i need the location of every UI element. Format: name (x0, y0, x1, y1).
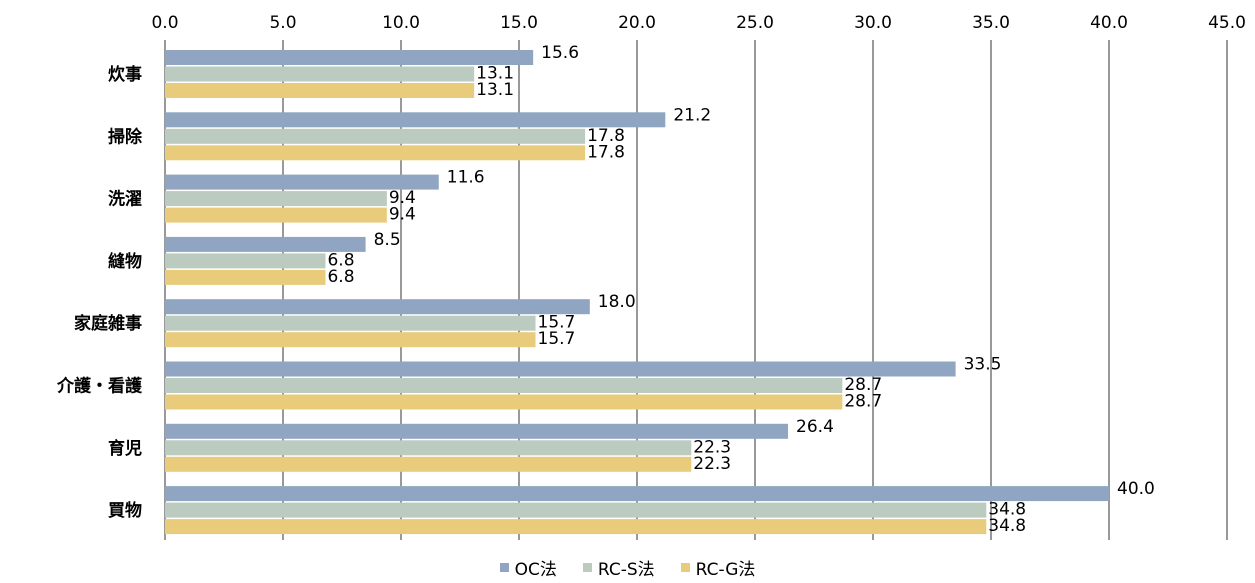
bar (165, 456, 692, 472)
category-label: 家庭雑事 (74, 313, 142, 334)
bar (165, 361, 956, 377)
data-label: 40.0 (1117, 479, 1155, 499)
bar (165, 423, 789, 439)
legend-swatch (499, 562, 509, 572)
data-label: 15.6 (541, 43, 579, 63)
bar (165, 207, 387, 223)
bar (165, 378, 843, 393)
legend-swatch (680, 562, 690, 572)
x-tick-label: 20.0 (618, 13, 656, 33)
legend-swatch (582, 562, 592, 572)
bar (165, 440, 692, 456)
data-label: 26.4 (796, 417, 834, 437)
data-label: 13.1 (476, 64, 514, 84)
data-label: 8.5 (374, 230, 401, 250)
bar (165, 236, 366, 252)
data-label: 11.6 (447, 168, 485, 188)
legend: OC法 RC-S法 RC-G法 (0, 555, 1255, 580)
bar (165, 486, 1109, 502)
bar (165, 174, 439, 190)
data-label: 28.7 (844, 392, 882, 412)
category-label: 掃除 (108, 126, 143, 147)
bar (165, 519, 987, 535)
bar (165, 253, 326, 269)
legend-item: OC法 (499, 555, 557, 580)
bar (165, 332, 536, 348)
bar (165, 269, 326, 285)
x-tick-label: 30.0 (854, 13, 892, 33)
category-label: 洗濯 (108, 189, 142, 210)
legend-item: RC-S法 (582, 555, 655, 580)
bar (165, 191, 387, 207)
data-label: 17.8 (587, 126, 625, 146)
data-label: 13.1 (476, 80, 514, 100)
data-label: 6.8 (327, 250, 354, 270)
x-tick-label: 25.0 (736, 13, 774, 33)
data-label: 15.7 (538, 329, 576, 349)
category-label: 炊事 (108, 64, 142, 85)
x-tick-label: 40.0 (1090, 13, 1128, 33)
x-tick-label: 35.0 (972, 13, 1010, 33)
x-tick-label: 10.0 (382, 13, 420, 33)
x-tick-label: 45.0 (1208, 13, 1246, 33)
data-label: 33.5 (964, 355, 1002, 375)
data-label: 15.7 (538, 313, 576, 333)
legend-item: RC-G法 (680, 555, 756, 580)
data-label: 34.8 (988, 500, 1026, 520)
bar (165, 112, 666, 128)
bar (165, 66, 475, 82)
data-label: 21.2 (673, 105, 711, 125)
bar (165, 128, 586, 144)
data-label: 34.8 (988, 516, 1026, 536)
category-label: 育児 (108, 438, 142, 459)
bar (165, 299, 590, 315)
data-label: 17.8 (587, 142, 625, 162)
data-label: 9.4 (389, 205, 416, 225)
legend-label: OC法 (514, 559, 557, 580)
bar (165, 502, 987, 518)
category-label: 介護・看護 (56, 376, 143, 397)
category-label: 買物 (108, 500, 142, 521)
data-label: 18.0 (598, 292, 636, 312)
bar (165, 315, 536, 331)
legend-label: RC-G法 (695, 559, 756, 580)
category-label: 縫物 (108, 251, 142, 272)
data-label: 9.4 (389, 188, 416, 208)
data-label: 28.7 (844, 375, 882, 395)
data-label: 22.3 (693, 437, 731, 457)
x-tick-label: 0.0 (151, 13, 178, 33)
bar (165, 145, 586, 161)
data-label: 6.8 (327, 267, 354, 287)
x-tick-label: 5.0 (269, 13, 296, 33)
x-tick-label: 15.0 (500, 13, 538, 33)
bar (165, 83, 475, 98)
bar (165, 394, 843, 410)
bar (165, 50, 534, 65)
data-label: 22.3 (693, 454, 731, 474)
legend-label: RC-S法 (597, 559, 655, 580)
